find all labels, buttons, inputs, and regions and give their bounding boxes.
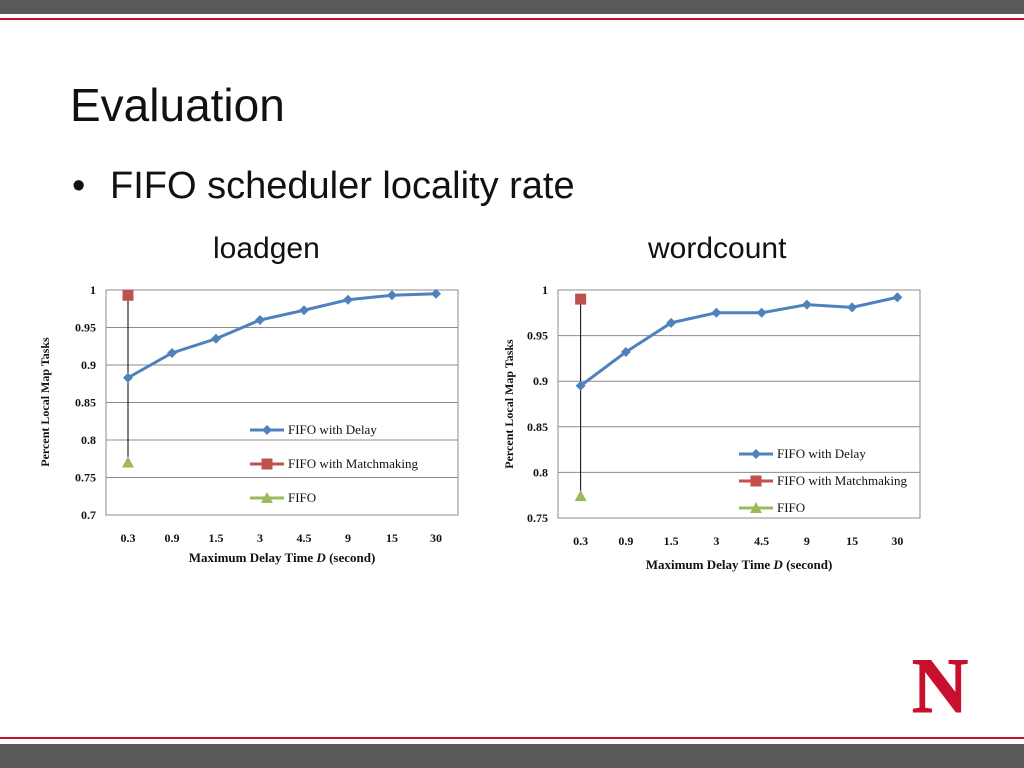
x-tick-label: 3 [257,531,263,545]
data-point-fifo-with-delay [343,294,353,305]
x-tick-label: 15 [846,534,858,548]
y-tick-label: 0.95 [527,329,548,343]
y-tick-label: 0.9 [81,358,96,372]
data-point-fifo-with-delay [892,292,903,303]
data-point-fifo-with-delay [756,307,767,318]
data-point-fifo-with-delay [211,333,221,344]
y-tick-label: 0.75 [75,471,96,485]
x-tick-label: 4.5 [754,534,769,548]
y-tick-label: 0.8 [81,433,96,447]
legend-entry: FIFO with Matchmaking [777,473,907,488]
data-point-fifo-with-delay [167,348,177,358]
data-point-fifo [574,490,587,502]
y-tick-label: 0.85 [527,420,548,434]
chart-wordcount: 1 0.95 0.9 0.85 0.8 0.75 0.3 0.9 1.5 3 4.5 9 15 30 FIF… [502,283,921,572]
y-tick-label: 1 [90,283,96,297]
x-tick-label: 9 [804,534,810,548]
x-tick-label: 0.9 [618,534,633,548]
y-tick-label: 0.95 [75,321,96,335]
data-point-fifo-with-delay [847,302,858,313]
bullet-item: • FIFO scheduler locality rate [72,165,575,208]
bottom-bar [0,744,1024,768]
y-tick-label: 0.85 [75,396,96,410]
legend-marker [261,492,273,503]
x-axis-label: Maximum Delay Time D (second) [189,550,376,565]
slide-title: Evaluation [70,79,285,131]
x-tick-label: 15 [386,531,398,545]
legend-entry: FIFO [777,500,805,515]
data-point-fifo-with-matchmaking [122,289,134,301]
y-tick-label: 0.75 [527,511,548,525]
legend-marker [750,475,762,487]
data-point-fifo-with-delay [620,347,631,358]
x-tick-label: 9 [345,531,351,545]
y-tick-label: 0.9 [533,374,548,388]
data-point-fifo-with-delay [431,288,441,299]
x-axis-label: Maximum Delay Time D (second) [646,557,833,572]
data-point-fifo [122,456,134,468]
y-axis-label: Percent Local Map Tasks [38,337,52,467]
chart-loadgen: 1 0.95 0.9 0.85 0.8 0.75 0.7 0.3 0.9 1.5 3 4.5 9 15 30… [38,283,459,565]
y-axis-label: Percent Local Map Tasks [502,339,516,469]
data-point-fifo-with-delay [387,290,397,301]
top-accent-line [0,18,1024,20]
x-tick-label: 0.9 [165,531,180,545]
x-tick-label: 30 [430,531,442,545]
data-point-fifo-with-delay [255,315,265,325]
legend-entry: FIFO with Delay [288,422,377,437]
x-tick-label: 1.5 [209,531,224,545]
nebraska-n-logo-icon: N N [908,652,971,718]
logo-n-letter: N [912,652,968,718]
logo-n-outline: N [912,652,968,718]
x-tick-label: 0.3 [573,534,588,548]
legend-entry: FIFO with Delay [777,446,866,461]
y-tick-label: 1 [542,283,548,297]
data-point-fifo-with-delay [666,317,677,328]
plot-area [557,289,921,519]
plot-area [105,289,459,516]
x-tick-label: 3 [713,534,719,548]
top-bar [0,0,1024,14]
x-tick-label: 1.5 [664,534,679,548]
y-tick-label: 0.8 [533,465,548,479]
series-line-fifo-with-delay [127,292,437,380]
x-tick-label: 30 [891,534,903,548]
data-point-fifo-with-delay [801,299,812,310]
data-point-fifo-with-delay [123,372,133,383]
bullet-text: FIFO scheduler locality rate [110,165,575,207]
legend-marker [261,458,273,470]
data-point-fifo-with-delay [575,380,586,391]
data-point-fifo-with-delay [299,305,309,316]
legend-marker [751,449,761,459]
chart-label-wordcount: wordcount [648,232,787,265]
bottom-accent-line [0,737,1024,739]
data-point-fifo-with-matchmaking [575,293,587,305]
y-tick-label: 0.7 [81,508,96,522]
legend-marker [750,502,762,513]
legend-marker [262,425,272,435]
bullet-glyph: • [72,165,86,207]
legend-entry: FIFO [288,490,316,505]
data-point-fifo-with-delay [711,307,722,318]
x-tick-label: 4.5 [297,531,312,545]
chart-label-loadgen: loadgen [213,232,320,265]
legend-entry: FIFO with Matchmaking [288,456,418,471]
series-line-fifo-with-delay [579,295,898,387]
x-tick-label: 0.3 [121,531,136,545]
